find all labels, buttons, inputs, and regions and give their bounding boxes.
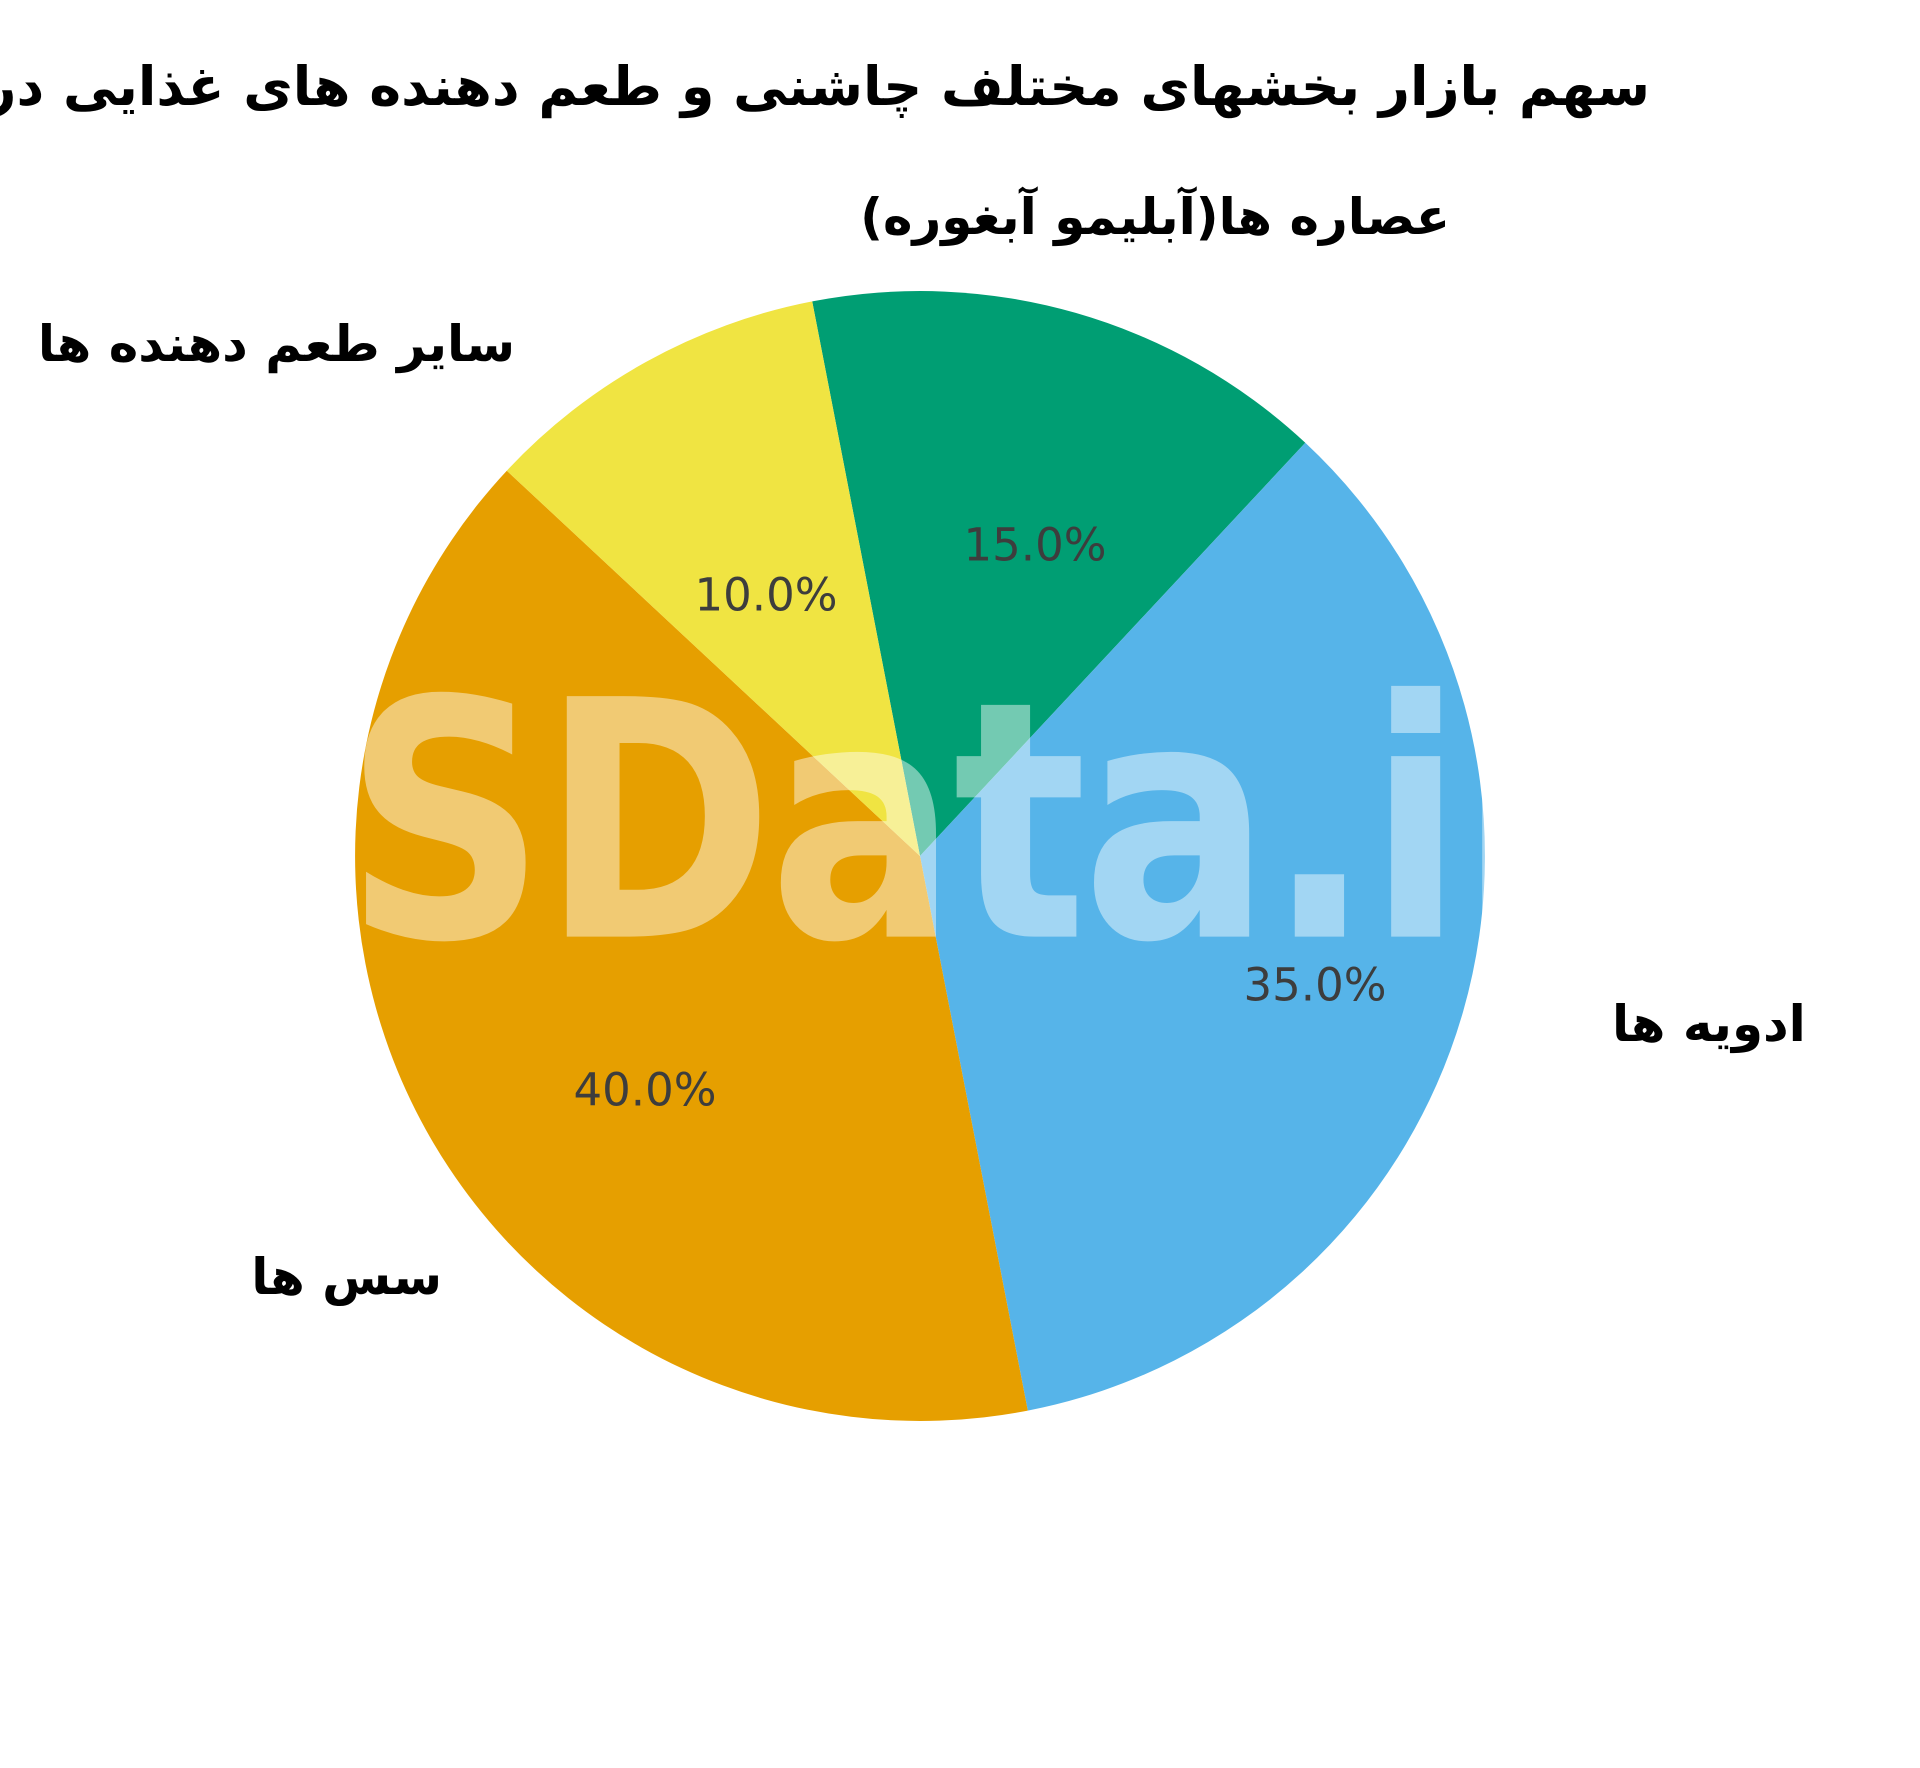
pct-label-other-flavorings: 10.0% [694,568,838,622]
pie-slice [920,442,1485,1411]
slice-label-sauces: سس ها [251,1248,442,1306]
slice-label-extracts: عصاره ها(آبلیمو آبغوره) [860,188,1450,246]
pie-slice [355,470,1028,1421]
pct-label-spices: 35.0% [1243,958,1387,1012]
pct-label-extracts: 15.0% [963,518,1107,572]
chart-title: سهم بازار بخشهای مختلف چاشنی و طعم دهنده… [0,55,1650,118]
pct-label-sauces: 40.0% [573,1063,717,1117]
pie-slice [812,291,1306,856]
slice-label-other-flavorings: سایر طعم دهنده ها [37,315,515,373]
pie-slice [506,301,920,856]
slice-label-spices: ادویه ها [1612,995,1806,1053]
